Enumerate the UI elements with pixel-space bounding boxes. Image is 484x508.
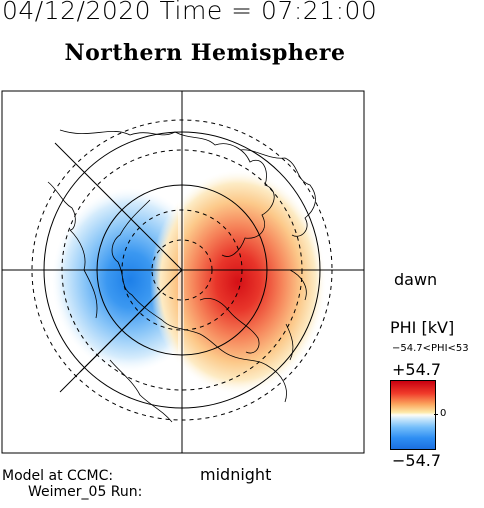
colorbar-zero-label: 0: [440, 408, 447, 419]
potential-field: [52, 170, 326, 394]
colorbar: [390, 380, 436, 450]
hemisphere-title: Northern Hemisphere: [64, 40, 346, 66]
colorbar-range: −54.7<PHI<53: [392, 343, 469, 354]
colorbar-max-label: +54.7: [392, 360, 442, 379]
run-label: Weimer_05 Run:: [28, 484, 143, 500]
dawn-label: dawn: [394, 270, 438, 289]
datetime-title: 04/12/2020 Time = 07:21:00: [2, 0, 378, 25]
midnight-label: midnight: [200, 465, 272, 484]
colorbar-min-label: −54.7: [392, 451, 442, 470]
positive-potential-cell: [150, 170, 326, 394]
colorbar-title: PHI [kV]: [390, 318, 455, 337]
colorbar-zero-tick: [434, 414, 438, 415]
polar-map-plot: [1, 90, 365, 454]
model-label: Model at CCMC:: [2, 468, 114, 484]
meridian-lines: [2, 91, 364, 453]
